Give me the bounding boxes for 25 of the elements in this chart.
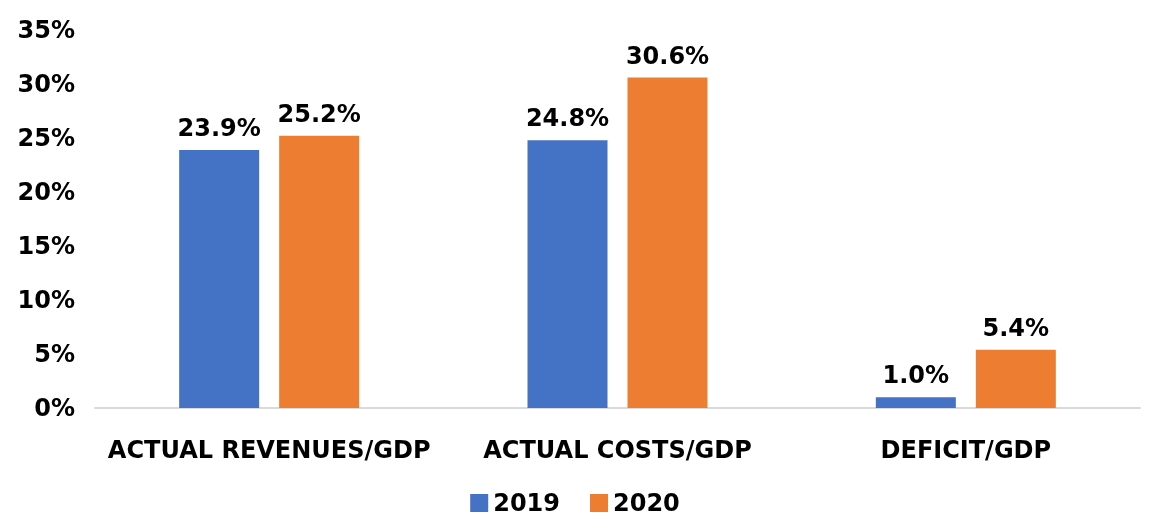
bar [527, 140, 608, 408]
bar [279, 135, 360, 408]
data-label: 25.2% [277, 99, 361, 128]
bar [875, 397, 956, 408]
bar [179, 149, 260, 408]
data-label: 24.8% [525, 104, 610, 133]
data-label: 5.4% [982, 313, 1050, 342]
y-tick-label: 25% [17, 124, 75, 152]
data-label: 1.0% [882, 361, 950, 390]
data-label: 23.9% [177, 113, 261, 142]
legend-label: 2019 [493, 489, 560, 517]
data-label: 30.6% [625, 41, 710, 70]
legend-label: 2020 [613, 489, 680, 517]
y-tick-label: 5% [34, 340, 75, 368]
bar [975, 349, 1056, 408]
y-tick-label: 35% [17, 16, 75, 44]
y-tick-label: 15% [17, 232, 75, 260]
y-tick-label: 10% [17, 286, 75, 314]
y-tick-label: 20% [17, 178, 75, 206]
bar [627, 77, 708, 408]
x-tick-label: DEFICIT/GDP [880, 436, 1052, 464]
x-tick-label: ACTUAL REVENUES/GDP [107, 436, 431, 464]
y-tick-label: 0% [34, 394, 75, 422]
y-tick-label: 30% [17, 70, 75, 98]
x-tick-label: ACTUAL COSTS/GDP [483, 436, 752, 464]
